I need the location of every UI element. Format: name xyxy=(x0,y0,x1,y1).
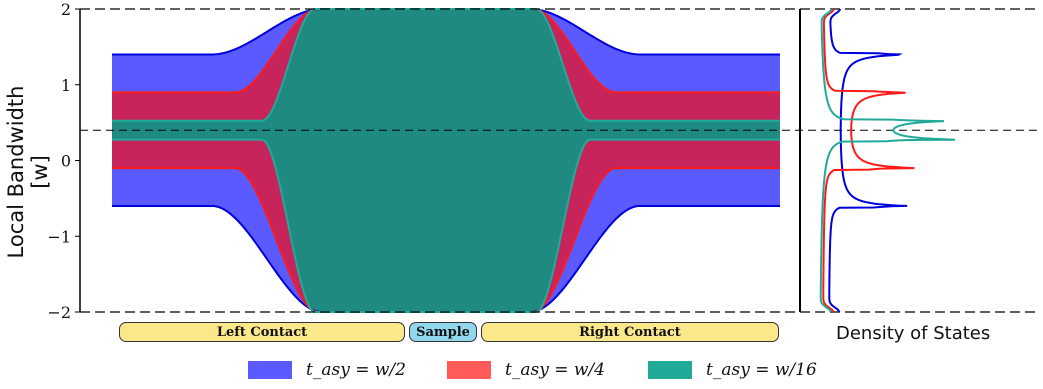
dos-title: Density of States xyxy=(836,323,991,344)
dos-curves xyxy=(819,8,956,313)
y-tick-label: −1 xyxy=(47,227,71,246)
axes xyxy=(79,8,1040,313)
legend-swatch-w4 xyxy=(447,361,491,379)
dos-curve-1 xyxy=(828,9,908,312)
left-contact-label: Left Contact xyxy=(119,322,405,342)
y-ticks: 2 1 0 −1 −2 xyxy=(47,0,80,322)
legend-swatch-w2 xyxy=(248,361,292,379)
legend-item-w2: t_asy = w/2 xyxy=(248,358,406,382)
legend-label-w16: t_asy = w/16 xyxy=(706,360,817,380)
legend-item-w16: t_asy = w/16 xyxy=(648,358,817,382)
legend-item-w4: t_asy = w/4 xyxy=(447,358,605,382)
bandwidth-areas xyxy=(112,9,780,312)
legend-label-w2: t_asy = w/2 xyxy=(306,360,406,380)
dos-curve-3 xyxy=(819,9,956,313)
right-contact-label: Right Contact xyxy=(481,322,779,342)
legend-label-w4: t_asy = w/4 xyxy=(505,360,605,380)
y-tick-label: 0 xyxy=(61,152,71,171)
band-area-3 xyxy=(112,9,780,312)
y-tick-label: 1 xyxy=(61,76,71,95)
dos-curve-2 xyxy=(822,8,915,313)
y-tick-label: −2 xyxy=(47,303,71,322)
legend-swatch-w16 xyxy=(648,361,692,379)
y-tick-label: 2 xyxy=(61,0,71,19)
sample-label: Sample xyxy=(409,322,477,342)
y-axis-label: Local Bandwidth [w] xyxy=(4,85,52,259)
